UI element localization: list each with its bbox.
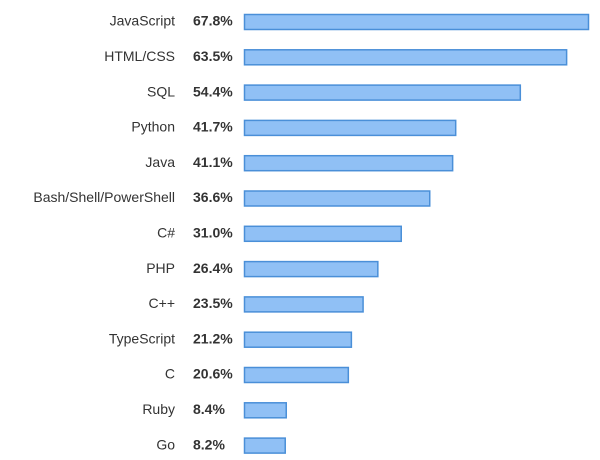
bar xyxy=(243,296,364,313)
category-label: C# xyxy=(157,225,175,241)
value-label: 21.2% xyxy=(193,330,233,346)
value-label: 26.4% xyxy=(193,260,233,276)
value-label: 54.4% xyxy=(193,83,233,99)
value-label: 8.4% xyxy=(193,401,225,417)
bar xyxy=(243,84,522,101)
value-label: 41.1% xyxy=(193,154,233,170)
value-label: 63.5% xyxy=(193,48,233,64)
bar xyxy=(243,402,287,419)
value-label: 31.0% xyxy=(193,225,233,241)
bar xyxy=(243,366,350,384)
category-label: Bash/Shell/PowerShell xyxy=(33,189,175,205)
bar xyxy=(243,190,431,207)
category-label: HTML/CSS xyxy=(104,48,175,64)
category-label: C xyxy=(165,366,175,382)
value-label: 23.5% xyxy=(193,295,233,311)
category-label: TypeScript xyxy=(109,330,175,346)
value-label: 36.6% xyxy=(193,189,233,205)
category-label: C++ xyxy=(149,295,175,311)
category-label: JavaScript xyxy=(110,13,175,29)
bar xyxy=(243,13,590,31)
category-label: Go xyxy=(156,436,175,452)
bar xyxy=(243,119,457,137)
category-label: Python xyxy=(131,119,175,135)
value-label: 8.2% xyxy=(193,436,225,452)
bar xyxy=(243,154,454,172)
value-label: 67.8% xyxy=(193,13,233,29)
bar xyxy=(243,331,353,348)
bar xyxy=(243,225,402,243)
category-label: PHP xyxy=(146,260,175,276)
bar xyxy=(243,260,379,278)
bar xyxy=(243,437,286,454)
value-label: 20.6% xyxy=(193,366,233,382)
category-label: Ruby xyxy=(142,401,175,417)
category-label: Java xyxy=(145,154,175,170)
value-label: 41.7% xyxy=(193,119,233,135)
bar xyxy=(243,49,568,66)
category-label: SQL xyxy=(147,83,175,99)
